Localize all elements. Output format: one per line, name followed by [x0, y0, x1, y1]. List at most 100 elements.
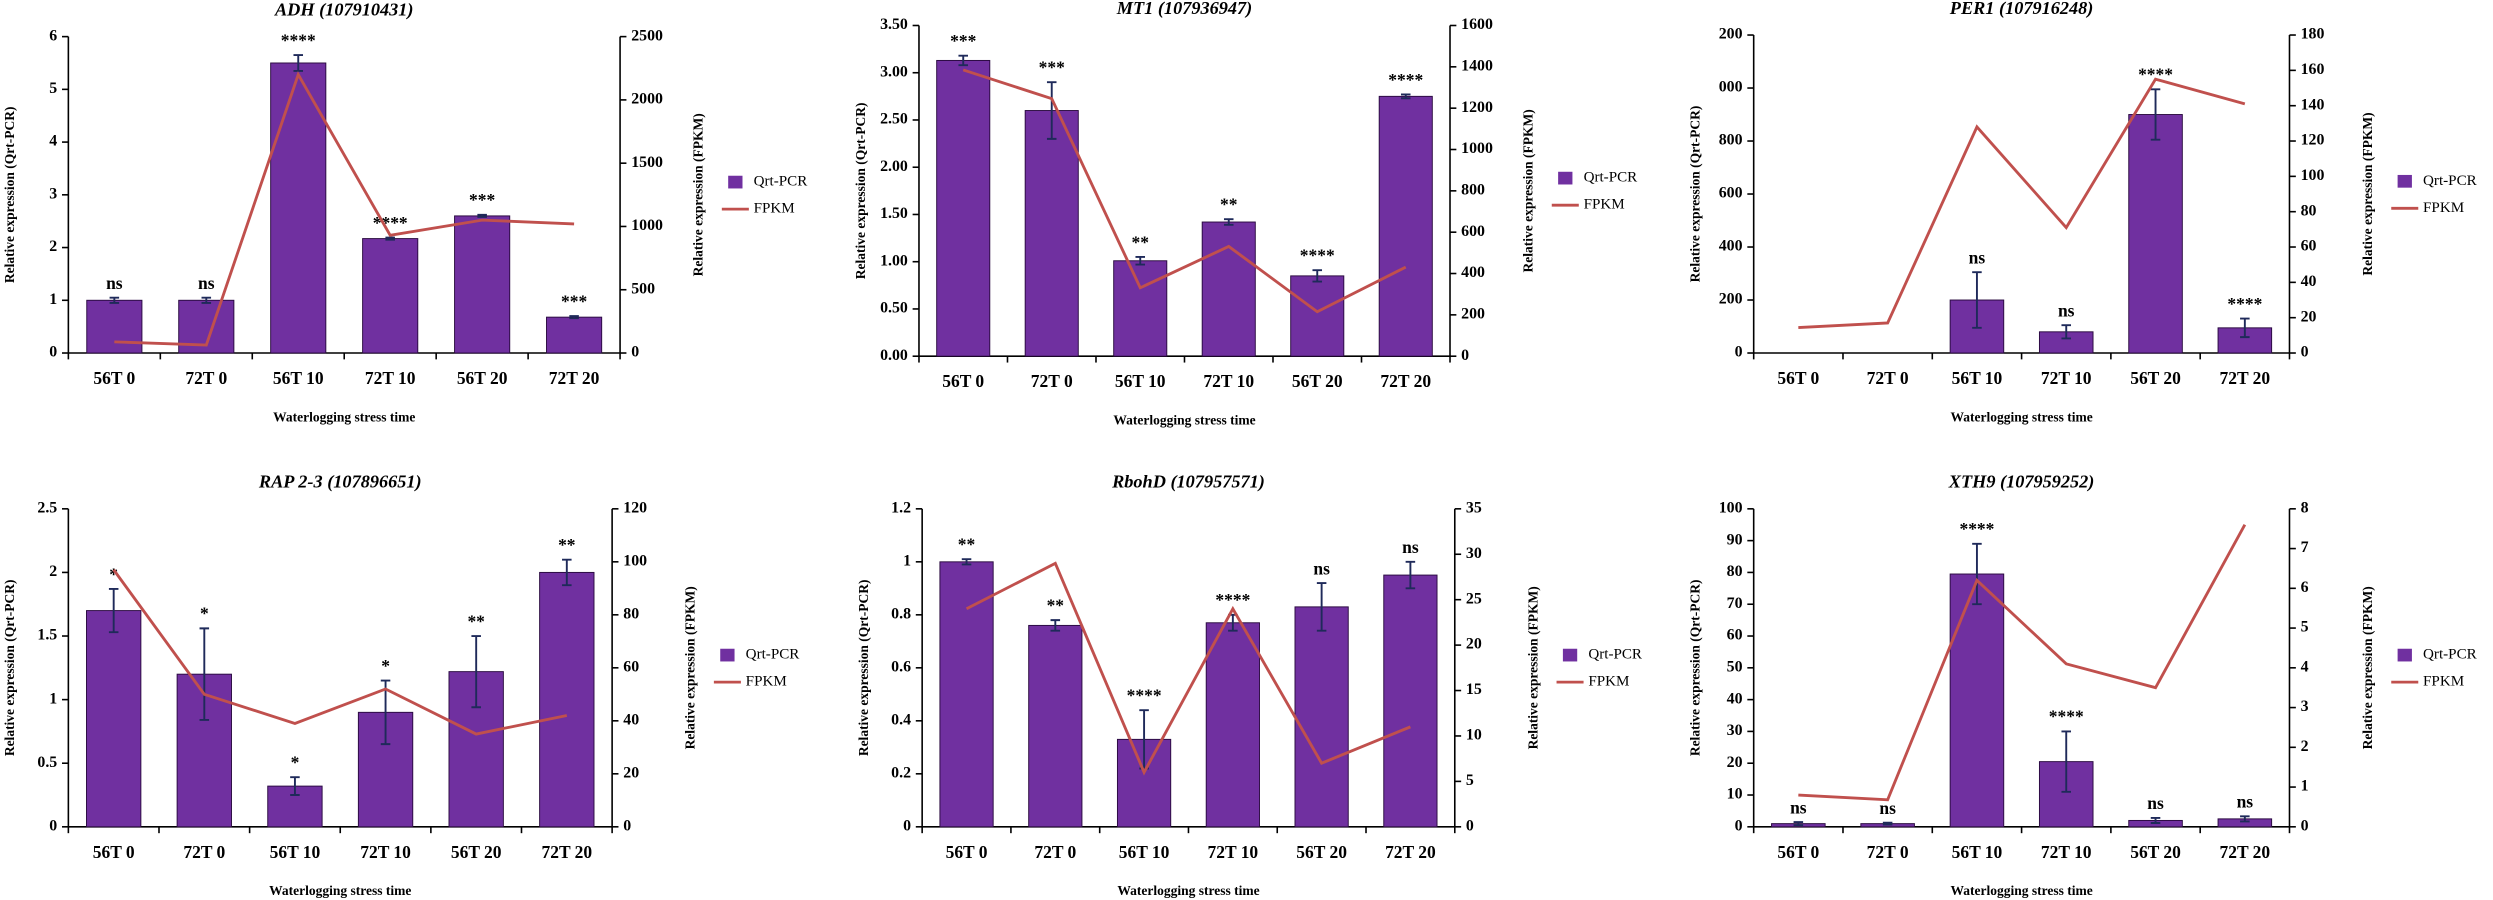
y2-tick-label: 200: [1461, 305, 1485, 322]
legend-label: Qrt-PCR: [2423, 173, 2478, 189]
y-tick-label: 0.6: [891, 658, 911, 675]
y2-tick-label: 20: [2301, 308, 2317, 325]
y2-tick-label: 1400: [1461, 57, 1493, 74]
x-tick-label: 72T 20: [541, 842, 592, 862]
y2-tick-label: 140: [2301, 96, 2325, 113]
y-tick-label: 50: [1727, 658, 1743, 675]
x-axis-label: Waterlogging stress time: [1950, 409, 2092, 424]
error-bar: [109, 296, 120, 304]
y2-tick-label: 2: [2301, 738, 2309, 755]
y-tick-label: 10: [1727, 786, 1743, 803]
y2-tick-label: 0: [623, 817, 631, 834]
error-bar: [477, 213, 487, 218]
error-bar: [562, 558, 572, 587]
bar: [1205, 622, 1260, 828]
error-bar: [1316, 582, 1327, 632]
legend-swatch: [2397, 648, 2412, 662]
x-tick-label: 72T 0: [1867, 842, 1909, 862]
error-bar: [108, 588, 119, 634]
x-tick-label: 56T 10: [1952, 368, 2003, 388]
significance-label: ****: [2227, 294, 2262, 314]
bar: [939, 561, 994, 828]
significance-label: **: [467, 611, 485, 631]
x-tick-label: 56T 20: [1292, 371, 1343, 391]
y-tick-label: 0: [49, 817, 57, 834]
significance-label: ns: [2237, 792, 2254, 812]
error-bar: [290, 776, 300, 796]
x-tick-label: 56T 20: [457, 368, 508, 388]
x-tick-label: 56T 0: [1777, 368, 1819, 388]
x-tick-label: 72T 10: [365, 368, 416, 388]
significance-label: ns: [2147, 793, 2164, 813]
y-tick-label: 0: [1735, 344, 1743, 361]
y2-tick-label: 20: [623, 764, 639, 781]
y2-tick-label: 4: [2301, 658, 2309, 675]
legend-label: Qrt-PCR: [2423, 647, 2478, 663]
y2-tick-label: 40: [623, 711, 639, 728]
legend-swatch: [728, 175, 743, 189]
line: [1798, 524, 2247, 802]
bar: [1028, 624, 1083, 828]
x-tick-label: 56T 20: [451, 842, 502, 862]
y2-tick-label: 160: [2301, 61, 2325, 78]
legend-swatch: [2397, 174, 2412, 188]
error-bar: [471, 635, 481, 709]
error-bar: [1405, 560, 1416, 590]
y2-tick-label: 10: [1466, 727, 1482, 744]
panel: XTH9 (107959252) 0 10 20 30 40 50 60 70 80 90 100 0 1…: [1688, 472, 2478, 899]
y2-axis-label: Relative expression (FPKM): [1525, 586, 1540, 749]
y-tick-label: 200: [1719, 291, 1743, 308]
bar: [546, 316, 603, 354]
y-axis-label: Relative expression (Qrt-PCR): [1688, 106, 1703, 283]
significance-label: **: [1047, 595, 1065, 615]
chart-title: RAP 2-3 (107896651): [258, 472, 422, 493]
y-tick-label: 20: [1727, 754, 1743, 771]
y-tick-label: 0.2: [891, 764, 911, 781]
error-bar: [293, 54, 304, 72]
y2-axis-label: Relative expression (FPKM): [2360, 112, 2375, 275]
x-tick-label: 56T 20: [2130, 842, 2181, 862]
y-tick-label: 600: [1719, 185, 1743, 202]
y-tick-label: 0.8: [891, 605, 911, 622]
y2-tick-label: 0: [2301, 817, 2309, 834]
y2-tick-label: 2500: [631, 27, 663, 44]
error-bar: [380, 679, 391, 746]
y-tick-label: 3.00: [880, 63, 908, 80]
legend-label: Qrt-PCR: [1584, 170, 1639, 186]
y2-tick-label: 7: [2301, 539, 2309, 556]
y2-tick-label: 1000: [631, 217, 663, 234]
error-bar: [1882, 821, 1893, 826]
bar: [539, 571, 595, 828]
significance-label: *: [381, 656, 390, 676]
y2-tick-label: 1: [2301, 778, 2309, 795]
y-tick-label: 90: [1727, 531, 1743, 548]
y2-tick-label: 8: [2301, 499, 2309, 516]
significance-label: **: [958, 534, 976, 554]
line: [1798, 77, 2246, 330]
y2-tick-label: 0: [1466, 817, 1474, 834]
x-axis-label: Waterlogging stress time: [1117, 883, 1259, 898]
y2-tick-label: 2000: [631, 91, 663, 108]
bar: [1290, 275, 1345, 357]
y2-tick-label: 5: [1466, 772, 1474, 789]
y2-tick-label: 1500: [631, 154, 663, 171]
bar: [454, 215, 511, 354]
error-bar: [1046, 81, 1057, 140]
significance-label: ****: [2138, 65, 2173, 85]
x-tick-label: 56T 0: [93, 842, 135, 862]
y-tick-label: 60: [1727, 627, 1743, 644]
y-tick-label: 1: [49, 690, 57, 707]
bar: [1024, 110, 1079, 357]
significance-label: ns: [1790, 797, 1807, 817]
significance-label: ns: [2058, 300, 2075, 320]
bar: [936, 59, 991, 357]
y-tick-label: 3: [49, 185, 57, 202]
y2-tick-label: 5: [2301, 619, 2309, 636]
significance-label: ****: [1215, 590, 1250, 610]
panel: MT1 (107936947) 0.00 0.50 1.00 1.50 2.00 2.50 3…: [853, 0, 1638, 427]
bar: [1294, 606, 1349, 828]
significance-label: *: [109, 564, 118, 584]
y2-tick-label: 400: [1461, 264, 1485, 281]
y2-axis-label: Relative expression (FPKM): [1521, 109, 1536, 272]
